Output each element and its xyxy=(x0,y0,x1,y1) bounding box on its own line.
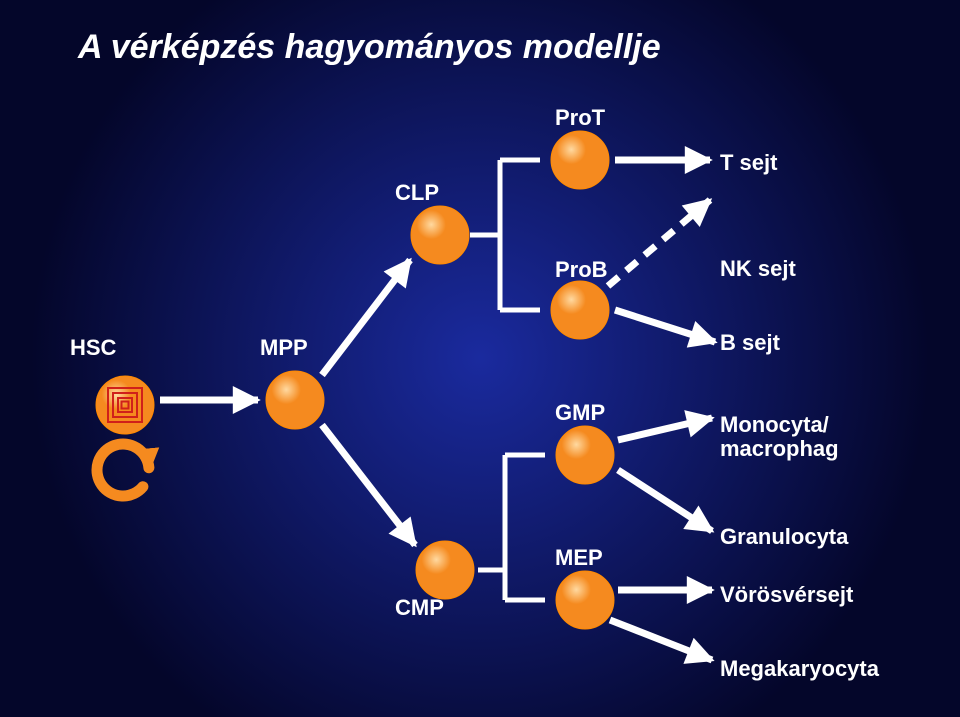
node-gmp xyxy=(556,426,614,484)
label-nksejt: NK sejt xyxy=(720,256,796,282)
label-tsejt: T sejt xyxy=(720,150,777,176)
label-vor: Vörösvérsejt xyxy=(720,582,853,608)
label-clp: CLP xyxy=(395,180,439,206)
node-hsc xyxy=(96,376,154,434)
node-cmp xyxy=(416,541,474,599)
node-mep xyxy=(556,571,614,629)
edge-arrow xyxy=(618,470,712,531)
label-mpp: MPP xyxy=(260,335,308,361)
label-hsc: HSC xyxy=(70,335,116,361)
label-gmp: GMP xyxy=(555,400,605,426)
label-prob: ProB xyxy=(555,257,608,283)
node-prot xyxy=(551,131,609,189)
bracket-connector xyxy=(470,160,540,310)
page-title: A vérképzés hagyományos modellje xyxy=(78,28,661,67)
edge-arrow xyxy=(322,425,415,545)
edge-arrow xyxy=(618,418,712,440)
node-mpp xyxy=(266,371,324,429)
label-prot: ProT xyxy=(555,105,605,131)
bracket-connector xyxy=(478,455,545,600)
diagram-stage: A vérképzés hagyományos modellje HSC MPP C… xyxy=(0,0,960,717)
label-meg: Megakaryocyta xyxy=(720,656,879,682)
edge-arrow xyxy=(615,310,715,342)
self-renewal-loop xyxy=(97,444,149,496)
label-cmp: CMP xyxy=(395,595,444,621)
node-prob xyxy=(551,281,609,339)
label-gran: Granulocyta xyxy=(720,524,848,550)
node-clp xyxy=(411,206,469,264)
edge-arrow xyxy=(608,200,710,286)
label-mono: Monocyta/ macrophag xyxy=(720,413,839,461)
diagram-svg xyxy=(0,0,960,717)
label-mep: MEP xyxy=(555,545,603,571)
edge-arrow xyxy=(610,620,712,660)
edge-arrow xyxy=(322,260,410,375)
label-bsejt: B sejt xyxy=(720,330,780,356)
